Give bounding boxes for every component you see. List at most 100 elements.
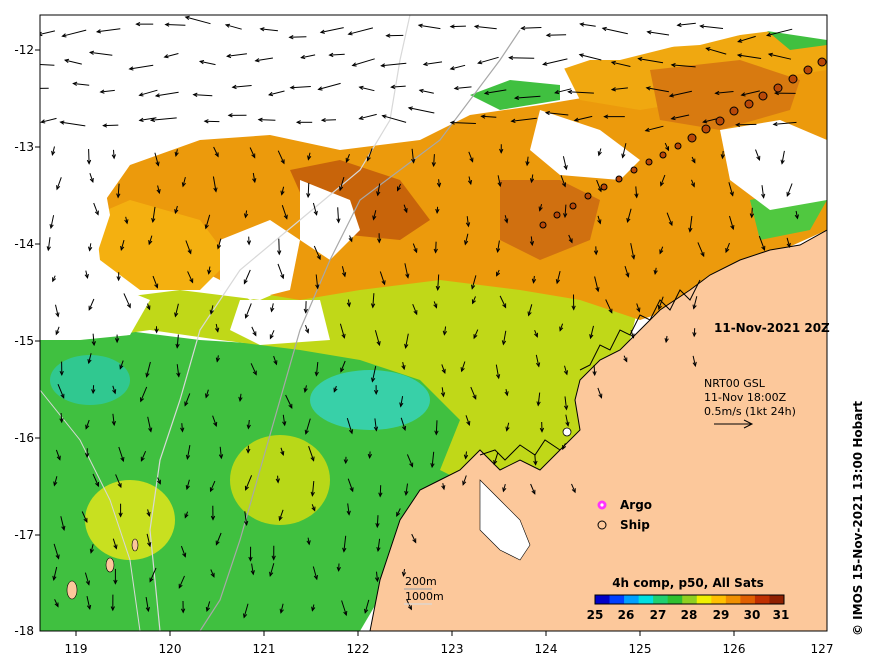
current-arrow <box>40 30 56 35</box>
current-arrow <box>315 274 319 289</box>
current-arrow <box>92 473 99 487</box>
current-arrowhead <box>525 161 530 167</box>
current-arrowhead <box>207 269 212 275</box>
current-arrowhead <box>210 572 215 578</box>
current-arrow <box>151 117 177 121</box>
current-arrow <box>341 266 346 277</box>
current-arrow <box>511 117 537 122</box>
current-arrowhead <box>598 393 603 399</box>
colorbar-tick: 31 <box>773 608 790 622</box>
y-tick: -17 <box>14 528 34 542</box>
contour-1000m <box>149 15 411 631</box>
current-arrowhead <box>376 341 381 347</box>
current-arrow <box>129 64 154 70</box>
current-arrow <box>140 450 147 462</box>
current-arrow <box>54 599 59 607</box>
current-arrowhead <box>563 370 568 376</box>
contour-legend-200m: 200m <box>405 575 437 588</box>
current-arrow <box>565 414 569 426</box>
current-arrowhead <box>407 605 412 611</box>
current-arrowhead <box>702 119 708 124</box>
current-arrow <box>471 275 477 289</box>
current-arrow <box>208 266 211 274</box>
current-arrow <box>737 54 762 59</box>
current-arrowhead <box>151 217 156 224</box>
current-arrowhead <box>145 372 150 378</box>
current-arrowhead <box>375 523 380 529</box>
current-arrowhead <box>495 247 501 254</box>
current-arrow <box>412 243 418 253</box>
current-arrow <box>187 271 194 283</box>
current-arrowhead <box>595 287 600 293</box>
current-arrowhead <box>140 456 145 462</box>
current-arrowhead <box>542 61 548 66</box>
current-arrowhead <box>184 401 189 407</box>
current-arrow <box>340 360 346 372</box>
current-arrow <box>100 89 115 93</box>
current-arrowhead <box>561 182 566 188</box>
current-arrowhead <box>120 245 125 252</box>
current-arrowhead <box>593 250 599 256</box>
current-arrowhead <box>381 114 387 119</box>
current-arrowhead <box>545 33 551 38</box>
current-arrow <box>277 150 285 164</box>
current-arrow <box>215 323 219 332</box>
current-arrowhead <box>198 60 205 65</box>
current-arrow <box>405 333 409 348</box>
current-arrowhead <box>377 238 382 244</box>
current-arrow <box>715 91 734 94</box>
current-arrowhead <box>396 511 401 517</box>
current-arrow <box>437 274 440 290</box>
current-arrowhead <box>376 546 381 553</box>
current-arrow <box>118 446 124 462</box>
current-arrow <box>215 532 222 545</box>
current-arrowhead <box>282 421 287 427</box>
x-tick: 124 <box>535 642 558 656</box>
current-arrowhead <box>692 304 697 310</box>
current-arrowhead <box>117 483 122 489</box>
current-arrow <box>206 601 211 612</box>
current-arrowhead <box>364 608 369 614</box>
colorbar-segment <box>754 595 770 604</box>
current-arrowhead <box>567 89 573 95</box>
current-arrow <box>249 147 256 158</box>
current-arrowhead <box>149 117 156 123</box>
current-arrow <box>56 177 62 190</box>
current-arrowhead <box>40 119 46 124</box>
ship-track-point <box>729 106 739 116</box>
current-arrowhead <box>138 117 144 122</box>
current-arrowhead <box>60 393 65 399</box>
current-arrowhead <box>480 114 486 119</box>
colorbar-segment <box>595 595 611 604</box>
current-arrowhead <box>413 310 418 316</box>
current-arrowhead <box>473 24 479 29</box>
colorbar-tick: 25 <box>587 608 604 622</box>
current-legend: NRT00 GSL 11-Nov 18:00Z 0.5m/s (1kt 24h) <box>704 377 796 429</box>
current-arrowhead <box>372 215 377 221</box>
current-arrowhead <box>244 485 249 491</box>
current-arrowhead <box>174 209 179 215</box>
colorbar-segment <box>740 595 756 604</box>
current-arrowhead <box>417 23 423 28</box>
current-arrow <box>411 148 415 163</box>
current-arrow <box>205 214 211 229</box>
current-arrow <box>736 123 757 126</box>
current-arrow <box>345 154 350 163</box>
current-arrow <box>145 597 149 612</box>
current-arrowhead <box>597 219 602 225</box>
current-arrow <box>535 354 540 367</box>
current-arrowhead <box>304 328 310 334</box>
y-tick: -12 <box>14 43 34 57</box>
current-arrowhead <box>205 606 210 612</box>
current-arrow <box>728 182 734 196</box>
current-arrow <box>47 237 51 251</box>
current-arrow <box>140 386 148 402</box>
current-arrowhead <box>645 86 651 91</box>
current-arrowhead <box>794 214 799 220</box>
current-arrowhead <box>531 489 536 495</box>
current-arrowhead <box>306 540 311 546</box>
current-arrow <box>348 27 374 35</box>
current-arrow <box>139 117 157 121</box>
current-arrowhead <box>589 334 594 340</box>
current-arrow <box>404 263 409 278</box>
